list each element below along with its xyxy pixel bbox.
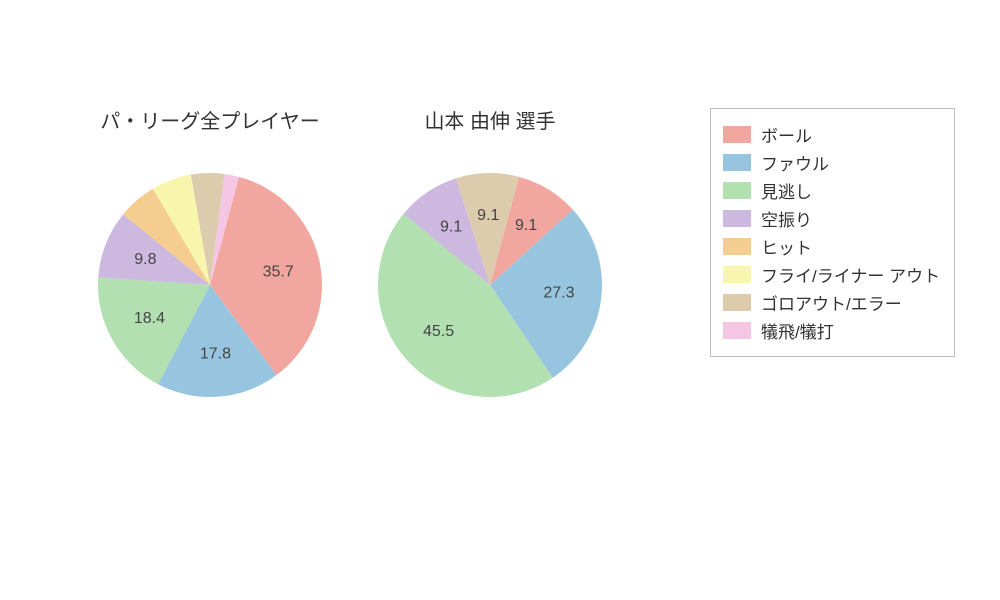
slice-label-swing: 9.1 — [440, 219, 462, 236]
pie-chart-league: 35.7 17.8 18.4 9.8 — [80, 155, 340, 415]
legend-item-swing: 空振り — [723, 206, 940, 231]
legend-swatch-ball — [723, 126, 751, 143]
legend-swatch-hit — [723, 238, 751, 255]
legend-swatch-foul — [723, 154, 751, 171]
slice-label-ball: 35.7 — [263, 263, 294, 280]
slice-label-swing: 9.8 — [134, 251, 156, 268]
legend-item-hit: ヒット — [723, 234, 940, 259]
legend-item-sac: 犠飛/犠打 — [723, 318, 940, 343]
legend-item-flyout: フライ/ライナー アウト — [723, 262, 940, 287]
chart-container: パ・リーグ全プレイヤー 山本 由伸 選手 35.7 17.8 18.4 9.8 9.1… — [0, 0, 1000, 600]
legend-swatch-groundout — [723, 294, 751, 311]
chart-title-player: 山本 由伸 選手 — [360, 105, 620, 134]
slice-label-look: 18.4 — [134, 310, 165, 327]
slice-label-foul: 17.8 — [200, 345, 231, 362]
slice-label-look: 45.5 — [423, 323, 454, 340]
legend-label-sac: 犠飛/犠打 — [761, 318, 834, 343]
slice-label-foul: 27.3 — [543, 284, 574, 301]
slice-label-ball: 9.1 — [515, 217, 537, 234]
legend: ボールファウル見逃し空振りヒットフライ/ライナー アウトゴロアウト/エラー犠飛/… — [710, 108, 955, 357]
legend-label-ball: ボール — [761, 122, 812, 147]
legend-swatch-swing — [723, 210, 751, 227]
legend-swatch-look — [723, 182, 751, 199]
legend-item-foul: ファウル — [723, 150, 940, 175]
legend-item-ball: ボール — [723, 122, 940, 147]
legend-label-look: 見逃し — [761, 178, 812, 203]
pie-chart-player: 9.1 27.3 45.5 9.1 9.1 — [360, 155, 620, 415]
legend-item-groundout: ゴロアウト/エラー — [723, 290, 940, 315]
legend-swatch-flyout — [723, 266, 751, 283]
legend-label-hit: ヒット — [761, 234, 812, 259]
legend-swatch-sac — [723, 322, 751, 339]
slice-label-groundout: 9.1 — [477, 207, 499, 224]
legend-label-foul: ファウル — [761, 150, 829, 175]
legend-label-swing: 空振り — [761, 206, 812, 231]
legend-item-look: 見逃し — [723, 178, 940, 203]
legend-label-flyout: フライ/ライナー アウト — [761, 262, 940, 287]
legend-label-groundout: ゴロアウト/エラー — [761, 290, 902, 315]
chart-title-league: パ・リーグ全プレイヤー — [80, 105, 340, 134]
